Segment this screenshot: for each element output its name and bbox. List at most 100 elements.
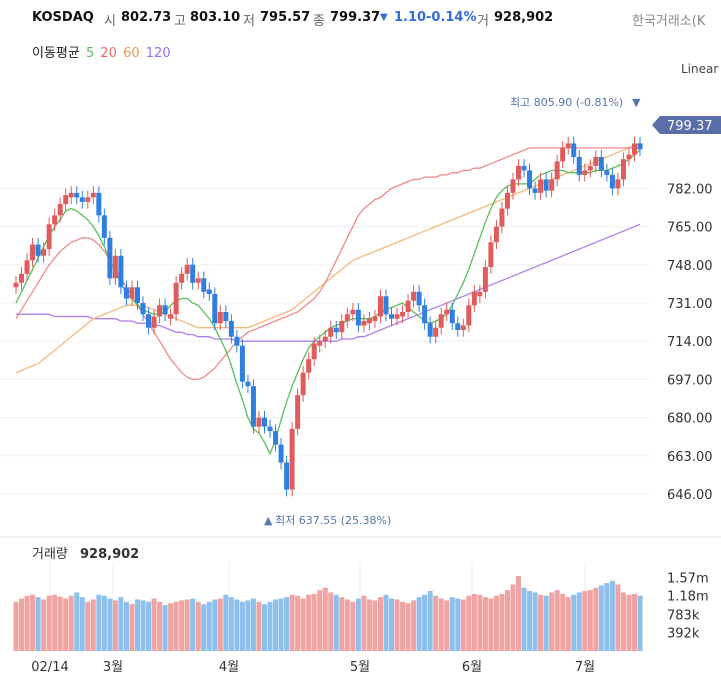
volume-bar: [173, 601, 179, 651]
candle-body: [609, 174, 615, 189]
last-price-value: 799.37: [667, 119, 713, 134]
volume-bar: [184, 599, 190, 651]
volume-bar: [228, 597, 234, 651]
candle-body: [620, 159, 626, 180]
candle-body: [52, 215, 58, 225]
max-marker-icon: ▼: [632, 96, 641, 109]
candle-body: [201, 278, 207, 292]
candle-body: [471, 291, 477, 306]
volume-bar: [532, 592, 538, 651]
volume-bar: [394, 599, 400, 651]
candle-body: [344, 314, 350, 321]
candle-body: [46, 224, 52, 250]
change-percent: -0.14%: [426, 10, 477, 25]
price-tick-label: 646.00: [667, 488, 713, 503]
candle-body: [96, 192, 102, 216]
max-price-label: 최고 805.90 (-0.81%): [510, 96, 623, 109]
volume-bar: [107, 598, 113, 651]
volume-bar: [284, 597, 290, 651]
candle-body: [598, 156, 604, 171]
volume-bar: [134, 599, 140, 651]
candle-body: [455, 323, 461, 330]
volume-bar: [554, 590, 560, 651]
candle-body: [488, 242, 494, 268]
volume-bar: [344, 599, 350, 651]
volume-bar: [333, 594, 339, 651]
candle-body: [499, 208, 505, 227]
volume-bar: [24, 595, 30, 651]
candle-body: [433, 327, 439, 337]
candle-body: [140, 303, 146, 315]
candle-body: [527, 170, 533, 189]
candle-body: [560, 147, 566, 162]
volume-bar: [79, 597, 85, 651]
ma-legend-20[interactable]: 20: [100, 46, 117, 61]
volume-bar: [598, 585, 604, 651]
candle-body: [317, 341, 323, 346]
candle-body: [571, 143, 577, 157]
candle-body: [217, 311, 223, 324]
candle-body: [493, 226, 499, 243]
candle-body: [444, 309, 450, 315]
volume-bar: [355, 598, 361, 651]
volume-bar: [499, 593, 505, 651]
volume-bar: [609, 580, 615, 651]
close-value: 799.37: [330, 10, 381, 25]
price-tick-label: 714.00: [667, 335, 713, 350]
time-tick-label: 5월: [350, 660, 370, 675]
volume-bar: [571, 594, 577, 651]
volume-bar: [96, 594, 102, 651]
candle-body: [576, 156, 582, 175]
volume-bar: [317, 590, 323, 651]
candle-body: [460, 325, 466, 330]
time-tick-label: 6월: [462, 660, 482, 675]
volume-bar: [427, 591, 433, 651]
volume-bar: [129, 604, 135, 651]
volume-bar: [389, 598, 395, 651]
volume-bar: [411, 600, 417, 651]
volume-bar: [339, 597, 345, 651]
ma-legend-60[interactable]: 60: [123, 46, 140, 61]
close-label: 종: [313, 14, 325, 29]
ma-legend-5[interactable]: 5: [85, 46, 95, 61]
volume-bar: [504, 590, 510, 651]
volume-bar: [527, 591, 533, 651]
volume-bar: [273, 599, 279, 651]
candle-body: [168, 314, 174, 319]
volume-bar: [146, 601, 152, 651]
candle-body: [538, 179, 544, 193]
volume-bar: [615, 584, 621, 651]
ma-legend[interactable]: 이동평균 5 20 60 120: [32, 42, 173, 61]
volume-bar: [140, 600, 146, 651]
volume-bar: [493, 595, 499, 651]
volume-bar: [488, 598, 494, 651]
volume-bar: [295, 595, 301, 651]
volume-bar: [565, 597, 571, 651]
volume-bar: [626, 594, 632, 651]
ma-legend-label: 이동평균: [32, 46, 80, 61]
volume-bar: [538, 594, 544, 651]
volume-bar: [422, 594, 428, 651]
open-value: 802.73: [121, 10, 172, 25]
volume-bar: [234, 599, 240, 651]
ma-legend-120[interactable]: 120: [145, 46, 171, 61]
time-tick-label: 3월: [103, 660, 123, 675]
price-axis: 782.00 765.00 748.00 731.00 714.00 697.00 680.…: [667, 182, 713, 503]
candle-body: [63, 195, 69, 205]
candle-body: [41, 249, 47, 256]
candle-body: [549, 179, 555, 191]
volume-bar: [516, 576, 522, 651]
quote-header: KOSDAQ 시 802.73 고 803.10 저 795.57 종 799.…: [0, 0, 721, 34]
candle-body: [366, 318, 372, 324]
candle-body: [405, 300, 411, 312]
volume-bar: [239, 601, 245, 651]
volume-tick-label: 392k: [667, 627, 700, 642]
volume-bar: [438, 598, 444, 651]
candle-body: [112, 255, 118, 279]
volume-tick-label: 783k: [667, 608, 700, 623]
candle-body: [355, 309, 361, 326]
scale-mode-toggle[interactable]: Linear: [681, 62, 719, 76]
volume-bar: [256, 601, 262, 651]
symbol-name[interactable]: KOSDAQ: [32, 10, 94, 25]
